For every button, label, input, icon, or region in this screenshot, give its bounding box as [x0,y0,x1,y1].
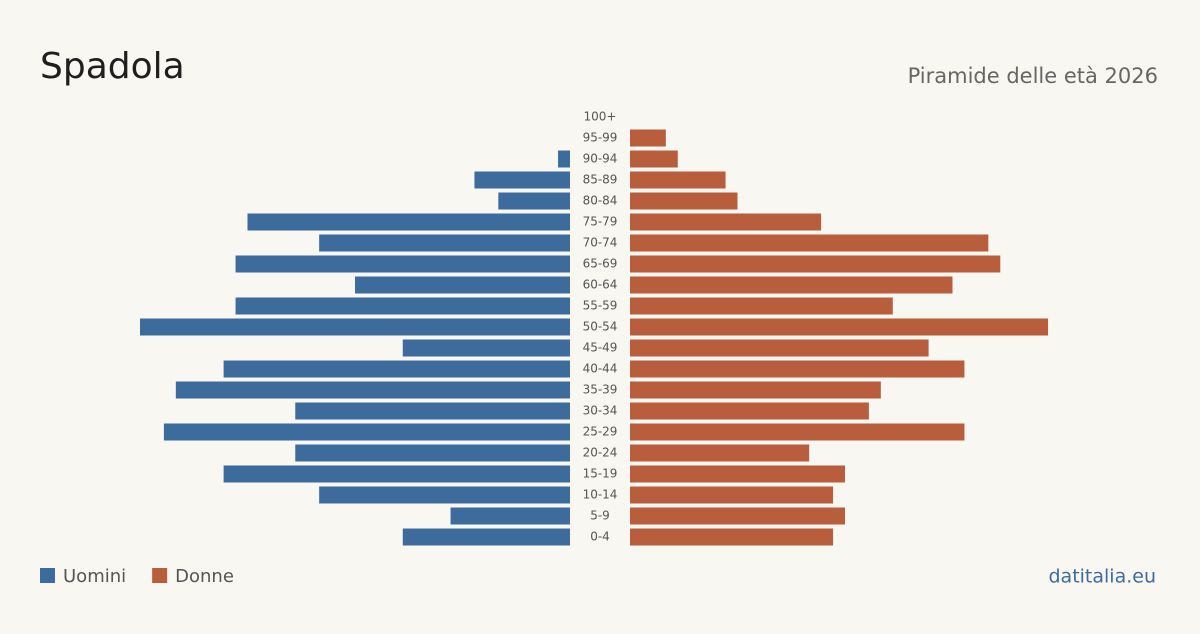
legend-swatch [40,568,55,583]
bar [630,213,822,231]
bar [450,507,570,525]
age-label: 60-64 [583,278,618,292]
age-label: 40-44 [583,362,618,376]
age-label: 5-9 [590,509,610,523]
bar [630,297,893,315]
bar [630,465,845,483]
bar [295,444,570,462]
age-label: 85-89 [583,173,618,187]
age-label: 80-84 [583,194,618,208]
bar [223,465,570,483]
age-label: 45-49 [583,341,618,355]
bar [558,150,570,168]
age-label: 20-24 [583,446,618,460]
bar [630,276,953,294]
bar [630,381,881,399]
bar [630,444,810,462]
bar [630,129,666,147]
age-label: 30-34 [583,404,618,418]
age-label: 15-19 [583,467,618,481]
bar [235,297,571,315]
chart-subtitle: Piramide delle età 2026 [908,64,1158,88]
age-label: 10-14 [583,488,618,502]
age-label: 0-4 [590,530,610,544]
bar [295,402,570,420]
bar [630,255,1001,273]
age-label: 100+ [584,110,617,124]
bar [319,234,570,252]
bar [630,171,726,189]
bar [630,150,678,168]
age-label: 75-79 [583,215,618,229]
chart-title: Spadola [40,46,185,87]
bar [223,360,570,378]
bar [630,486,834,504]
bar [630,360,965,378]
bar [175,381,571,399]
bar [355,276,570,294]
bar [630,339,929,357]
age-label: 35-39 [583,383,618,397]
age-label: 55-59 [583,299,618,313]
bar [140,318,570,336]
bar [630,528,834,546]
bar [498,192,570,210]
bar [474,171,570,189]
bar [247,213,570,231]
bar [319,486,570,504]
bar [235,255,571,273]
legend-swatch [152,568,168,583]
bar [630,318,1049,336]
bar [630,402,869,420]
age-label: 95-99 [583,131,618,145]
bar [402,528,570,546]
bar [630,192,738,210]
bar [630,234,989,252]
age-label: 70-74 [583,236,618,250]
age-label: 50-54 [583,320,618,334]
source-link[interactable]: datitalia.eu [1049,566,1157,588]
bar [630,423,965,441]
age-label: 25-29 [583,425,618,439]
legend-label: Uomini [63,566,126,587]
bar [402,339,570,357]
age-label: 90-94 [583,152,618,166]
bar [163,423,570,441]
legend-label: Donne [175,566,234,587]
age-label: 65-69 [583,257,618,271]
bar [630,507,845,525]
